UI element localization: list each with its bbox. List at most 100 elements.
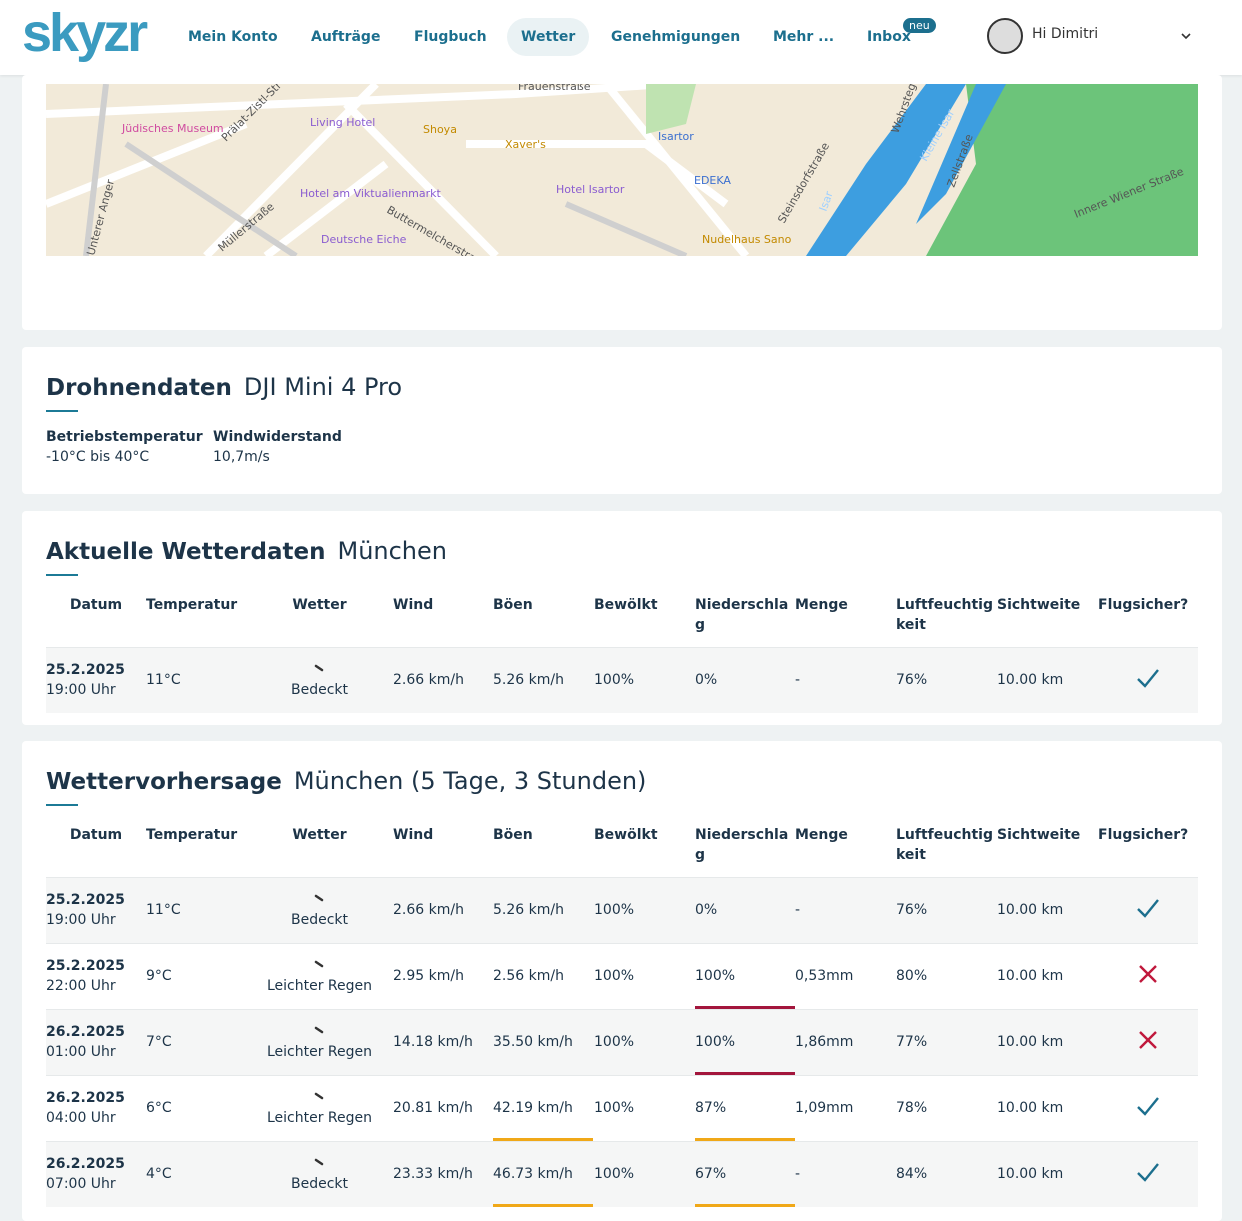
header-row: Datum Temperatur Wetter Wind Böen Bewölkt Nied… [46,815,1198,877]
spec-value: -10°C bis 40°C [46,449,150,465]
column-header: Temperatur [146,827,238,843]
cell: 42.19 km/h [493,1074,594,1141]
cell: 7°C [146,1008,246,1075]
amount: 1,09mm [795,1100,854,1116]
nav-link[interactable]: Wetter [507,18,590,56]
cell: - [795,1140,896,1207]
cell: 10.00 km [997,1074,1098,1141]
accent [46,574,78,576]
icon [314,1159,323,1166]
map-label: Nudelhaus Sano [702,233,792,246]
cloud: 100% [594,968,635,984]
date-cell: 26.2.2025 07:00 Uhr [46,1140,146,1207]
icon [314,1026,323,1034]
cell: 6°C [146,1074,246,1141]
date-cell: 25.2.2025 22:00 Uhr [46,942,146,1009]
alert-bar [493,1204,593,1207]
humidity: 84% [896,1166,928,1183]
accent [46,410,78,412]
cell: 2.66 km/h [393,876,493,943]
temperature: 11°C [146,672,181,689]
visibility: 10.00 km [997,1034,1064,1050]
icon [1137,899,1159,918]
weather-row: 25.2.2025 19:00 Uhr 11°C Bedeckt 2.66 km/h 5.… [46,646,1198,713]
map-card: Frauenstraße Jüdisches Museum Prälat-Zis… [22,75,1222,330]
map-label: Frauenstraße [518,84,591,93]
precipitation: 87% [695,1100,727,1116]
visibility: 10.00 km [997,968,1064,984]
column-header: Datum [69,597,123,613]
precipitation: 100% [695,968,736,984]
icon [314,894,323,902]
alert-bar [695,1005,795,1009]
temperature: 7°C [146,1034,172,1050]
weather-row: 26.2.2025 07:00 Uhr 4°C Bedeckt 23.33 km/h 46… [46,1140,1198,1207]
time: 01:00 Uhr [46,1044,116,1060]
cell: 100% [594,646,695,713]
accent [46,804,78,806]
humidity: 77% [896,1034,928,1050]
cell: 20.81 km/h [393,1074,493,1141]
table-head: Datum Temperatur Wetter Wind Böen Bewölkt Nied… [46,585,1198,647]
cell: 1,86mm [795,1008,896,1075]
wind: 14.18 km/h [393,1034,473,1050]
nav-link[interactable]: Aufträge [311,29,381,45]
column-header: Flugsicher? [1098,597,1189,613]
nav-link[interactable]: Genehmigungen [611,29,741,45]
section-title: Aktuelle Wetterdaten München [46,537,447,565]
column-header: Temperatur [146,597,238,613]
temperature: 4°C [146,1166,172,1183]
cell: Bedeckt [246,646,393,713]
wind: 2.66 km/h [393,902,464,918]
weather-text: Bedeckt [290,682,348,699]
section-title: Drohnendaten DJI Mini 4 Pro [46,373,402,401]
icon [314,960,323,968]
precipitation: 67% [695,1166,727,1183]
cell: Bedeckt [246,876,393,943]
cell: 10.00 km [997,1008,1098,1075]
cell: 100% [594,1074,695,1141]
column-header: Menge [795,597,848,613]
user-greeting[interactable]: Hi Dimitri [1032,26,1099,42]
weather-table: Datum Temperatur Wetter Wind Böen Bewölkt Nied… [46,815,1198,1207]
cell: 14.18 km/h [393,1008,493,1075]
cell: 2.66 km/h [393,646,493,713]
visibility: 10.00 km [997,902,1064,918]
icon [314,1092,323,1100]
cell: 0,53mm [795,942,896,1009]
column-header: Wetter [292,597,347,613]
map[interactable]: Frauenstraße Jüdisches Museum Prälat-Zis… [46,84,1198,256]
nav-link[interactable]: Flugbuch [414,29,487,45]
cell: 100% [695,1008,795,1075]
wind: 2.95 km/h [393,968,464,984]
precipitation: 0% [695,902,718,918]
date: 26.2.2025 [46,1024,125,1040]
avatar[interactable] [987,18,1023,54]
humidity: 76% [896,902,928,918]
cell: 35.50 km/h [493,1008,594,1075]
alert-bar [695,1071,795,1075]
column-header: Wind [393,827,434,843]
header-row: Datum Temperatur Wetter Wind Böen Bewölkt Nied… [46,585,1198,647]
cloud: 100% [594,672,635,689]
amount: 1,86mm [795,1034,854,1050]
flight-safe-cell [1098,942,1198,1009]
cell: 11°C [146,646,246,713]
nav-link[interactable]: Inbox [867,29,911,45]
nav-link[interactable]: Mein Konto [188,29,278,45]
dropdown-icon[interactable] [1180,30,1192,42]
column-header: Böen [493,827,533,843]
cell: - [795,876,896,943]
cell: 4°C [146,1140,246,1207]
map-label: Deutsche Eiche [321,233,407,246]
nav-link[interactable]: Mehr ... [773,29,835,45]
cell: 67% [695,1140,795,1207]
column-header: Datum [69,827,123,843]
table-body: 25.2.2025 19:00 Uhr 11°C Bedeckt 2.66 km/h 5.… [46,646,1198,713]
flight-safe-cell [1098,1140,1198,1207]
logo[interactable]: skyzr [22,3,148,63]
column-header: Menge [795,827,848,843]
weather-row: 26.2.2025 01:00 Uhr 7°C Leichter Regen 14.18… [46,1008,1198,1075]
cell: 100% [594,876,695,943]
